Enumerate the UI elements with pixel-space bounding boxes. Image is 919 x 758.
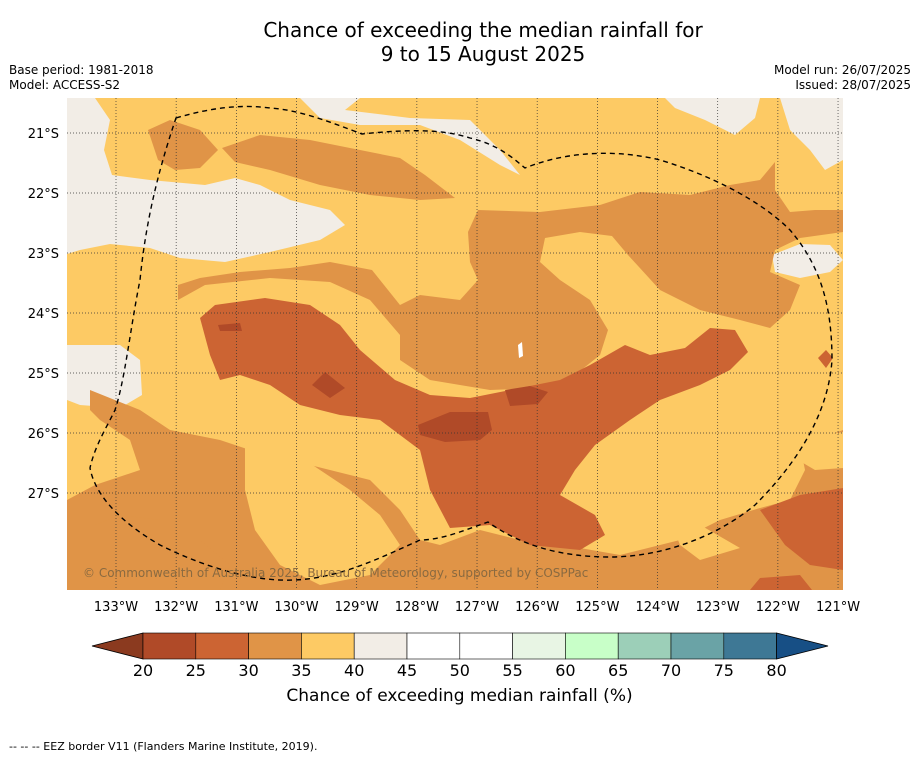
colorbar: 20 25 30 35 40 45 50 55 60 65 70 75 80	[91, 632, 829, 680]
colorbar-bin	[670, 632, 725, 660]
title-line-1: Chance of exceeding the median rainfall …	[263, 18, 703, 42]
latitude-labels: 21°S 22°S 23°S 24°S 25°S 26°S 27°S	[28, 127, 59, 502]
lat-tick-label: 25°S	[28, 367, 59, 382]
lon-tick-label: 123°W	[696, 600, 740, 615]
lon-tick-label: 130°W	[274, 600, 318, 615]
zone-25-30-rightedge	[818, 350, 833, 368]
colorbar-tick-label: 70	[661, 661, 681, 680]
zone-40-45-sliver-left	[67, 218, 200, 230]
colorbar-extend-high	[776, 632, 829, 660]
base-period: Base period: 1981-2018	[9, 63, 154, 77]
eez-border	[89, 105, 833, 581]
colorbar-bin	[723, 632, 777, 660]
graticule	[67, 98, 843, 590]
lat-tick-label: 24°S	[28, 307, 59, 322]
zone-40-45-top-strip	[300, 98, 520, 175]
colorbar-tick-label: 55	[502, 661, 522, 680]
zone-35-40-pocket-4	[798, 432, 843, 470]
issued-date: Issued: 28/07/2025	[795, 78, 911, 92]
lon-tick-label: 122°W	[756, 600, 800, 615]
zone-35-40-pocket-2	[648, 438, 728, 488]
colorbar-tick-label: 25	[186, 661, 206, 680]
colorbar-tick-label: 45	[397, 661, 417, 680]
zone-35-40-pocket-5	[245, 440, 400, 585]
colorbar-tick-label: 80	[766, 661, 786, 680]
lon-tick-label: 124°W	[635, 600, 679, 615]
lat-tick-label: 22°S	[28, 187, 59, 202]
colorbar-tick-label: 60	[555, 661, 575, 680]
zone-20-25-spot-3	[312, 372, 345, 398]
lat-tick-label: 26°S	[28, 427, 59, 442]
zone-35-40-pocket-3	[668, 515, 740, 560]
lon-tick-label: 133°W	[94, 600, 138, 615]
colorbar-tick-label: 20	[133, 661, 153, 680]
zone-30-35-top	[222, 135, 455, 200]
colorbar-tick-label: 30	[238, 661, 258, 680]
zone-20-25-spot-1	[418, 412, 492, 442]
zone-40-45-topright-2	[780, 98, 843, 170]
colorbar-bin	[459, 632, 513, 660]
lat-tick-label: 21°S	[28, 127, 59, 142]
lat-tick-label: 27°S	[28, 487, 59, 502]
lon-tick-label: 121°W	[816, 600, 860, 615]
zone-40-45-left	[67, 345, 142, 408]
colorbar-bin	[512, 632, 566, 660]
colorbar-tick-label: 75	[714, 661, 734, 680]
colorbar-tick-label: 40	[344, 661, 364, 680]
lon-tick-label: 126°W	[515, 600, 559, 615]
colorbar-bin	[406, 632, 461, 660]
colorbar-bin	[301, 632, 355, 660]
title-line-2: 9 to 15 August 2025	[380, 42, 586, 66]
colorbar-bin	[248, 632, 302, 660]
model-name: Model: ACCESS-S2	[9, 78, 121, 92]
eez-footnote: -- -- -- EEZ border V11 (Flanders Marine…	[9, 740, 318, 753]
copyright-text: © Commonwealth of Australia 2025, Bureau…	[83, 566, 588, 580]
colorbar-bin	[195, 632, 249, 660]
meta-left: Base period: 1981-2018 Model: ACCESS-S2	[9, 63, 154, 93]
chart-title: Chance of exceeding the median rainfall …	[0, 18, 919, 66]
lon-tick-label: 125°W	[575, 600, 619, 615]
lon-tick-label: 128°W	[395, 600, 439, 615]
colorbar-bin	[617, 632, 672, 660]
lon-tick-label: 132°W	[154, 600, 198, 615]
lon-tick-label: 129°W	[335, 600, 379, 615]
zone-25-30-bottomright	[760, 488, 843, 570]
colorbar-label: Chance of exceeding median rainfall (%)	[286, 686, 633, 706]
colorbar-extend-low	[91, 632, 144, 660]
zone-40-45-topright-1	[665, 98, 760, 135]
lat-tick-label: 23°S	[28, 247, 59, 262]
zone-25-30-bottom-strip	[750, 575, 812, 590]
zone-40-45-topleft	[67, 98, 345, 262]
colorbar-bin	[565, 632, 619, 660]
colorbar-tick-label: 35	[291, 661, 311, 680]
lon-tick-label: 127°W	[455, 600, 499, 615]
map-field: © Commonwealth of Australia 2025, Bureau…	[67, 98, 843, 590]
zone-40-45-right	[772, 244, 843, 278]
lon-tick-label: 131°W	[214, 600, 258, 615]
zone-50-55-speck	[518, 342, 523, 358]
colorbar-tick-label: 50	[450, 661, 470, 680]
meta-right: Model run: 26/07/2025 Issued: 28/07/2025	[774, 63, 911, 93]
zone-30-35-bottom-left	[95, 515, 230, 590]
model-run: Model run: 26/07/2025	[773, 63, 911, 77]
colorbar-bin	[142, 632, 197, 660]
longitude-labels: 133°W 132°W 131°W 130°W 129°W 128°W 127°W 126°W…	[94, 600, 860, 615]
colorbar-bin	[353, 632, 408, 660]
zone-30-35-topleft	[148, 120, 218, 170]
colorbar-tick-label: 65	[608, 661, 628, 680]
